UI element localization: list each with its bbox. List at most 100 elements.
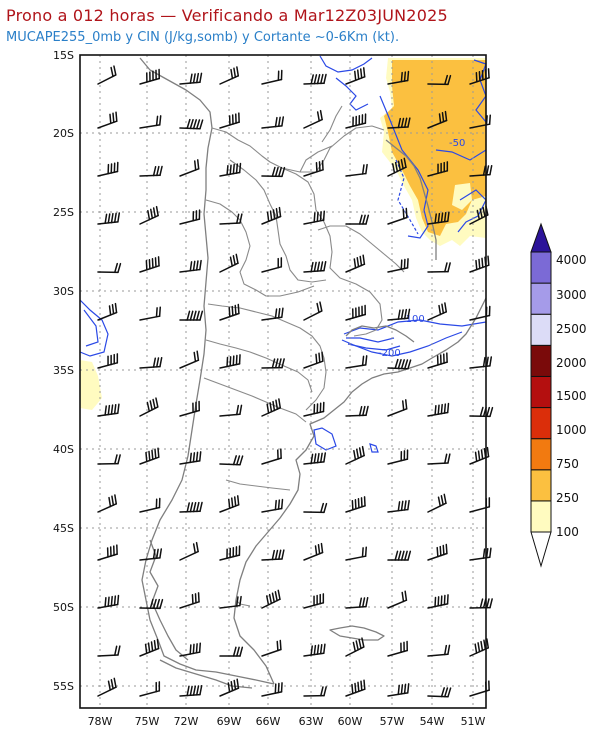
lon-label: 78W — [88, 715, 113, 728]
wind-barb — [219, 66, 240, 85]
colorbar-cell — [530, 313, 552, 346]
wind-barb — [219, 678, 240, 697]
cin-label-50: -50 — [449, 138, 465, 149]
wind-barb — [387, 640, 408, 657]
wind-barb — [179, 451, 202, 465]
lat-label: 35S — [53, 364, 74, 377]
colorbar-cell — [530, 438, 552, 471]
lon-label: 69W — [217, 715, 242, 728]
wind-barb — [387, 590, 408, 609]
wind-barb — [97, 677, 117, 697]
wind-barb — [345, 214, 370, 225]
wind-barb — [303, 261, 327, 273]
lon-label: 60W — [338, 715, 363, 728]
wind-barb — [427, 402, 450, 417]
wind-barb — [303, 210, 326, 225]
wind-barb — [261, 116, 285, 129]
wind-barb — [387, 550, 412, 561]
map-frame — [79, 54, 487, 709]
wind-barb — [345, 254, 366, 273]
wind-barb — [387, 499, 410, 513]
colorbar-cell — [530, 251, 552, 284]
wind-barb — [97, 111, 118, 129]
wind-barb — [179, 209, 201, 225]
wind-barb — [261, 682, 283, 697]
colorbar-label: 4000 — [556, 253, 587, 267]
wind-barb — [427, 352, 448, 369]
wind-barb — [219, 112, 240, 129]
lon-label: 75W — [135, 715, 160, 728]
lat-label: 20S — [53, 127, 74, 140]
wind-barb — [97, 544, 118, 561]
lon-label: 51W — [461, 715, 486, 728]
lat-label: 15S — [53, 49, 74, 62]
wind-barb — [97, 353, 119, 369]
wind-barb — [387, 157, 407, 177]
wind-barb — [261, 358, 285, 369]
wind-barb — [179, 259, 202, 273]
wind-barb — [387, 683, 410, 697]
colorbar-cell — [530, 469, 552, 502]
wind-barb — [179, 310, 204, 321]
wind-barb — [139, 115, 162, 129]
wind-barb — [345, 405, 369, 417]
wind-barb — [387, 358, 412, 370]
wind-barb — [303, 593, 325, 609]
wind-barb — [303, 160, 324, 177]
wind-barb — [345, 597, 369, 609]
wind-barb — [219, 303, 240, 321]
wind-shear-barbs — [97, 65, 494, 698]
wind-barb — [179, 72, 203, 85]
wind-barb — [345, 445, 365, 465]
cin-label-100: -100 — [402, 314, 425, 325]
wind-barb — [139, 256, 160, 273]
wind-barb — [261, 206, 282, 225]
wind-barb — [139, 638, 160, 657]
wind-barb — [179, 642, 202, 657]
wind-barb — [387, 308, 411, 321]
wind-barb — [303, 301, 323, 321]
wind-barb — [139, 598, 164, 610]
lon-label: 72W — [174, 715, 199, 728]
wind-barb — [427, 161, 449, 177]
wind-barb — [179, 685, 203, 697]
colorbar-cell — [530, 344, 552, 377]
wind-barb — [139, 497, 161, 513]
wind-barb — [139, 205, 159, 225]
wind-barb — [345, 546, 368, 561]
colorbar-cell — [530, 407, 552, 440]
wind-barb — [97, 454, 121, 465]
wind-barb — [345, 355, 368, 369]
cin-contours — [79, 55, 487, 453]
wind-barb — [345, 163, 368, 177]
wind-barb — [261, 166, 286, 178]
wind-barb — [219, 404, 243, 417]
wind-barb — [261, 639, 282, 657]
wind-barb — [303, 686, 327, 697]
wind-barb — [387, 258, 409, 273]
wind-barb — [261, 498, 284, 513]
wind-barb — [179, 541, 199, 561]
colorbar-cell — [530, 282, 552, 315]
latitude-labels: 15S 20S 25S 30S 35S 40S 45S 50S 55S — [53, 49, 74, 693]
wind-barb — [427, 110, 448, 129]
wind-barb — [139, 357, 163, 369]
wind-barb — [219, 455, 244, 466]
borders — [203, 105, 405, 607]
wind-barb — [139, 548, 163, 561]
wind-barb — [303, 401, 325, 417]
wind-barb — [427, 493, 447, 513]
wind-barb — [179, 592, 200, 609]
lon-label: 63W — [299, 715, 324, 728]
colorbar-label: 250 — [556, 491, 579, 505]
wind-barb — [261, 549, 285, 561]
wind-barb — [219, 253, 239, 273]
wind-barb — [345, 679, 366, 697]
wind-barb — [97, 65, 117, 85]
wind-barb — [303, 643, 326, 657]
wind-barb — [387, 117, 411, 129]
wind-barb — [97, 594, 120, 609]
wind-barb — [139, 681, 161, 697]
colorbar-cell — [530, 375, 552, 409]
wind-barb — [97, 161, 119, 177]
